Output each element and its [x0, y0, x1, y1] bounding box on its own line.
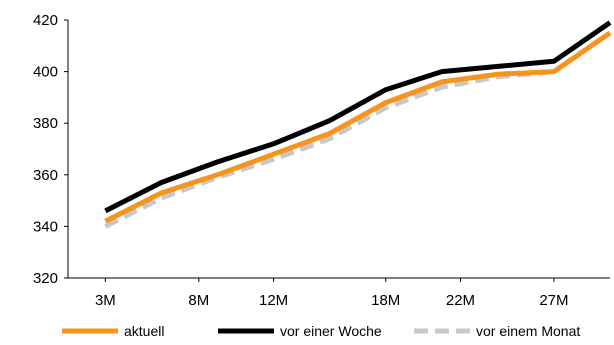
x-tick-label: 22M [446, 292, 475, 309]
x-tick-label: 18M [371, 292, 400, 309]
y-tick-label: 420 [33, 12, 58, 29]
y-tick-label: 320 [33, 270, 58, 287]
y-tick-label: 360 [33, 167, 58, 184]
legend-label-vor-einer-woche: vor einer Woche [280, 323, 382, 339]
x-axis: 3M 8M 12M 18M 22M 27M [68, 277, 610, 309]
series-line-vor-einer-woche [104, 20, 612, 214]
series-line-aktuell [104, 30, 612, 224]
x-tick-label: 12M [259, 292, 288, 309]
y-tick-label: 400 [33, 64, 58, 81]
y-tick-label: 380 [33, 115, 58, 132]
legend-label-vor-einem-monat: vor einem Monat [476, 323, 580, 339]
legend: aktuell vor einer Woche vor einem Monat [62, 323, 580, 339]
x-tick-label: 27M [539, 292, 568, 309]
y-axis: 320 340 360 380 400 420 [33, 12, 69, 287]
legend-label-aktuell: aktuell [124, 323, 164, 339]
series-lines [104, 20, 612, 229]
x-tick-label: 8M [188, 292, 209, 309]
y-tick-label: 340 [33, 218, 58, 235]
x-tick-label: 3M [95, 292, 116, 309]
